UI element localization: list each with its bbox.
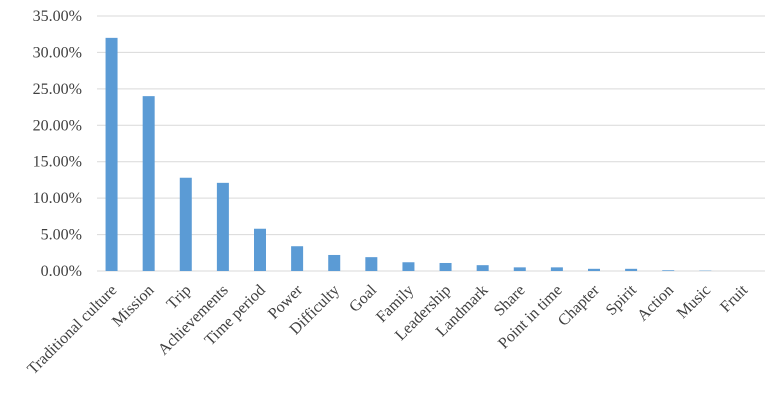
- bar: [588, 268, 600, 271]
- y-tick-label: 30.00%: [33, 44, 82, 61]
- bar: [105, 37, 118, 271]
- bar: [625, 268, 638, 271]
- bar: [328, 254, 341, 271]
- y-tick-label: 20.00%: [33, 117, 82, 134]
- bar: [291, 246, 304, 271]
- bar: [179, 177, 192, 271]
- bar: [365, 257, 378, 271]
- y-tick-label: 35.00%: [33, 8, 82, 25]
- bar: [402, 262, 415, 271]
- x-tick-label: Music: [674, 282, 714, 322]
- x-tick-label: Chapter: [555, 281, 603, 329]
- bar: [142, 96, 155, 272]
- bar: [550, 267, 563, 271]
- x-tick-label: Action: [634, 282, 677, 325]
- x-tick-label: Trip: [164, 282, 195, 313]
- y-tick-label: 25.00%: [33, 81, 82, 98]
- y-tick-label: 5.00%: [41, 227, 82, 244]
- bar: [439, 262, 452, 271]
- y-tick-label: 10.00%: [33, 190, 82, 207]
- x-tick-label: Mission: [109, 282, 157, 330]
- y-tick-label: 0.00%: [41, 263, 82, 280]
- x-tick-label: Traditional culture: [24, 282, 120, 378]
- x-tick-label: Fruit: [717, 281, 751, 315]
- bar: [254, 228, 266, 271]
- bar: [216, 182, 229, 271]
- bar: [662, 270, 675, 271]
- y-tick-label: 15.00%: [33, 154, 82, 171]
- bar: [513, 267, 526, 271]
- bar: [476, 265, 489, 271]
